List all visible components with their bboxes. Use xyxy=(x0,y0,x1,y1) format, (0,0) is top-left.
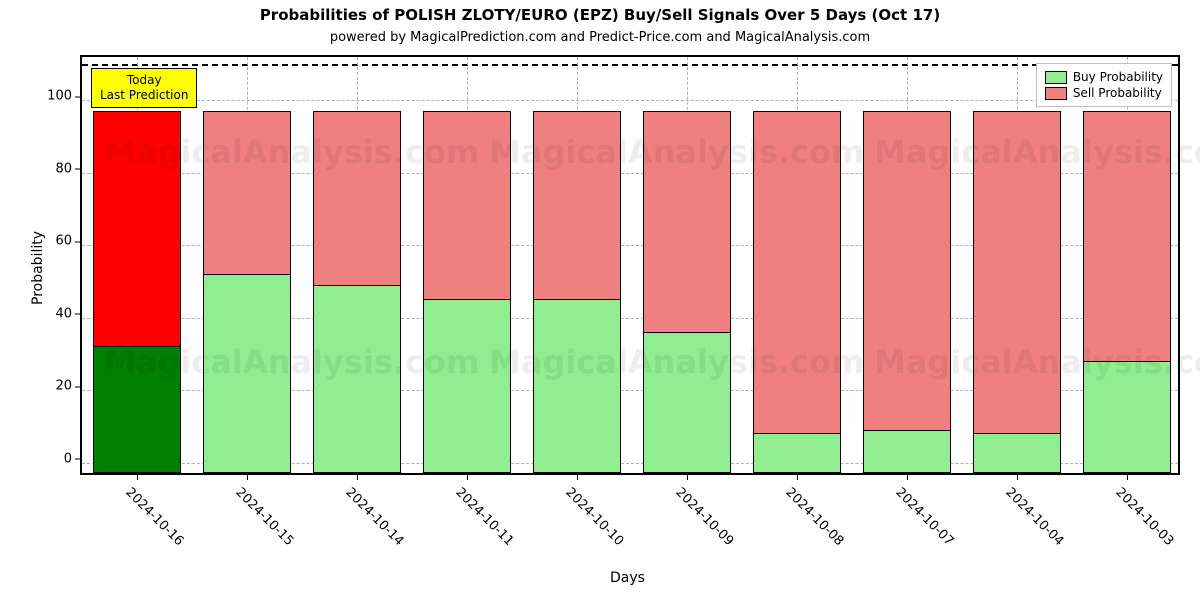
bar-buy xyxy=(203,274,291,473)
x-tick-mark xyxy=(577,473,578,480)
x-tick-label: 2024-10-14 xyxy=(342,485,406,549)
chart-title: Probabilities of POLISH ZLOTY/EURO (EPZ)… xyxy=(0,6,1200,24)
legend-label: Sell Probability xyxy=(1073,86,1162,100)
bar-buy xyxy=(643,332,731,473)
y-tick-label: 0 xyxy=(64,451,82,466)
legend: Buy Probability Sell Probability xyxy=(1036,63,1172,107)
x-tick-label: 2024-10-08 xyxy=(782,485,846,549)
x-tick-mark xyxy=(797,473,798,480)
x-axis-label: Days xyxy=(610,570,645,586)
x-tick-label: 2024-10-16 xyxy=(122,485,186,549)
y-tick-label: 80 xyxy=(55,161,82,176)
bar-buy xyxy=(93,346,181,473)
x-tick-label: 2024-10-15 xyxy=(232,485,296,549)
annotation-line-2: Last Prediction xyxy=(100,88,188,103)
x-tick-label: 2024-10-03 xyxy=(1112,485,1176,549)
bar-sell xyxy=(753,111,841,473)
x-tick-mark xyxy=(1127,473,1128,480)
legend-item: Buy Probability xyxy=(1045,69,1163,85)
plot-area: 0204060801002024-10-162024-10-152024-10-… xyxy=(80,55,1180,475)
legend-item: Sell Probability xyxy=(1045,85,1163,101)
x-tick-label: 2024-10-07 xyxy=(892,485,956,549)
x-tick-mark xyxy=(137,473,138,480)
y-tick-label: 60 xyxy=(55,234,82,249)
annotation-line-1: Today xyxy=(100,73,188,88)
today-annotation: TodayLast Prediction xyxy=(91,68,197,108)
legend-label: Buy Probability xyxy=(1073,70,1163,84)
bar-buy xyxy=(1083,361,1171,473)
bar-buy xyxy=(863,430,951,473)
x-tick-mark xyxy=(467,473,468,480)
y-tick-label: 100 xyxy=(47,89,82,104)
bar-sell xyxy=(863,111,951,473)
bar-buy xyxy=(973,433,1061,473)
x-tick-mark xyxy=(357,473,358,480)
x-tick-label: 2024-10-04 xyxy=(1002,485,1066,549)
chart-subtitle: powered by MagicalPrediction.com and Pre… xyxy=(0,30,1200,45)
x-tick-mark xyxy=(247,473,248,480)
legend-swatch xyxy=(1045,71,1067,84)
x-tick-label: 2024-10-10 xyxy=(562,485,626,549)
bar-buy xyxy=(753,433,841,473)
x-tick-label: 2024-10-11 xyxy=(452,485,516,549)
legend-swatch xyxy=(1045,87,1067,100)
bar-buy xyxy=(533,299,621,473)
y-tick-label: 40 xyxy=(55,306,82,321)
x-tick-label: 2024-10-09 xyxy=(672,485,736,549)
x-tick-mark xyxy=(1017,473,1018,480)
figure: Probabilities of POLISH ZLOTY/EURO (EPZ)… xyxy=(0,0,1200,600)
bar-buy xyxy=(313,285,401,473)
x-tick-mark xyxy=(687,473,688,480)
bar-sell xyxy=(973,111,1061,473)
x-tick-mark xyxy=(907,473,908,480)
bar-buy xyxy=(423,299,511,473)
y-axis-label: Probability xyxy=(30,231,46,305)
y-tick-label: 20 xyxy=(55,379,82,394)
